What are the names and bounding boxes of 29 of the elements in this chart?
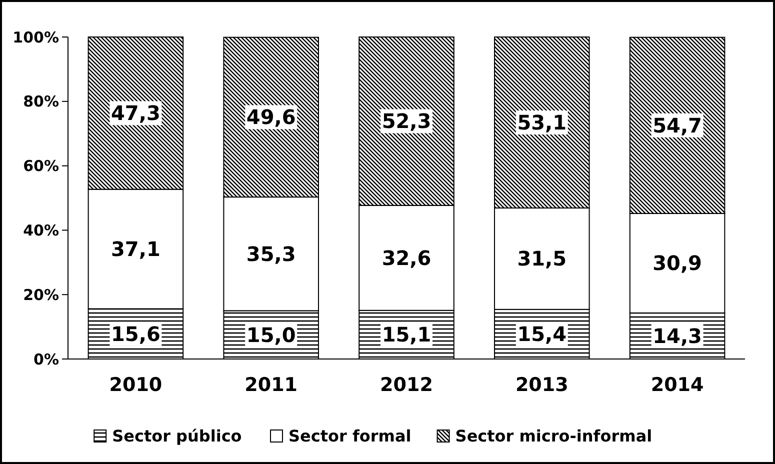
x-tick-label: 2014 [650,374,704,396]
data-label: 35,3 [246,242,296,266]
y-tick-label: 60% [23,157,59,176]
data-label: 15,4 [517,322,567,346]
y-tick-label: 80% [23,92,59,111]
data-label: 15,1 [382,322,432,347]
x-tick-label: 2013 [515,374,568,396]
x-tick-label: 2012 [380,374,433,396]
data-label: 14,3 [652,324,702,348]
data-label: 32,6 [382,246,432,270]
legend-label: Sector público [112,426,242,446]
data-label: 53,1 [517,110,567,134]
data-label: 49,6 [246,105,296,130]
y-tick-label: 0% [34,350,59,368]
data-label: 15,6 [111,322,160,346]
y-tick-label: 100% [12,28,59,46]
legend-label: Sector formal [288,426,412,446]
y-tick-label: 40% [23,221,59,240]
y-tick-label: 20% [23,286,59,304]
data-label: 30,9 [652,251,702,276]
data-label: 54,7 [652,113,702,138]
data-label: 15,0 [246,322,296,347]
data-label: 37,1 [111,237,160,262]
legend-label: Sector micro-informal [455,426,652,446]
data-label: 52,3 [382,109,432,134]
x-tick-label: 2011 [244,374,298,396]
data-label: 31,5 [517,246,567,271]
data-label: 47,3 [111,101,160,126]
x-tick-label: 2010 [109,374,162,396]
